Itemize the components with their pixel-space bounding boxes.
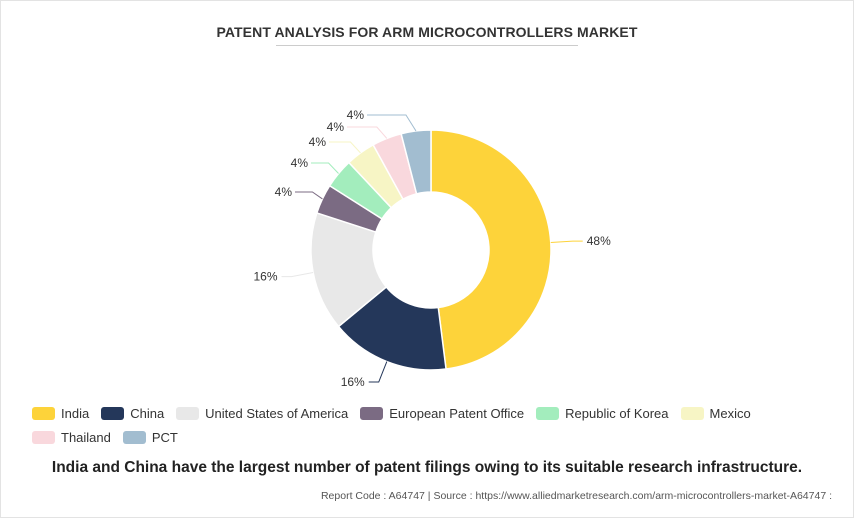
legend-item: European Patent Office [360,404,524,422]
source-note: Report Code : A64747 | Source : https://… [320,490,832,502]
legend-swatch [32,430,55,444]
legend-label: India [61,405,90,421]
leader-line [550,240,583,243]
legend-label: European Patent Office [389,405,525,421]
legend-item: Republic of Korea [536,404,669,422]
legend-item: PCT [122,428,178,446]
legend-swatch [101,406,125,420]
legend-swatch [32,406,55,420]
donut-slice-pct [400,129,432,195]
leader-line [347,126,388,139]
legend-swatch [176,406,200,420]
data-label: 4% [275,185,293,199]
leader-line [329,141,361,154]
leader-line [368,361,388,383]
legend-label: Republic of Korea [565,405,669,421]
legend-swatch [122,430,146,444]
data-label: 16% [253,270,277,284]
leader-line [281,271,314,278]
legend-swatch [360,406,384,420]
chart-caption: India and China have the largest number … [51,459,803,476]
leader-line [367,114,417,132]
legend-swatch [680,406,704,420]
legend-item: United States of America [176,404,348,422]
data-label: 48% [587,234,611,248]
legend-item: India [32,404,89,422]
data-label: 4% [327,120,345,134]
leader-line [311,162,339,174]
legend-label: United States of America [205,405,349,421]
chart-legend: India China United States of America Europe… [32,404,832,446]
legend-swatch [536,406,560,420]
legend-item: Mexico [680,404,751,422]
chart-title: PATENT ANALYSIS FOR ARM MICROCONTROLLERS… [216,24,638,40]
legend-item: Thailand [32,428,111,446]
legend-label: China [130,405,165,421]
data-label: 4% [291,156,309,170]
donut-slice-india [430,129,552,370]
legend-label: PCT [151,429,178,445]
legend-item: China [101,404,164,422]
title-underline [276,45,578,46]
data-label: 4% [309,135,327,149]
data-label: 16% [341,375,365,389]
leader-line [295,191,323,200]
donut-chart: 48%16%16%4%4%4%4%4% [253,108,611,389]
legend-label: Thailand [61,429,111,445]
data-label: 4% [347,108,365,122]
legend-label: Mexico [709,405,751,421]
